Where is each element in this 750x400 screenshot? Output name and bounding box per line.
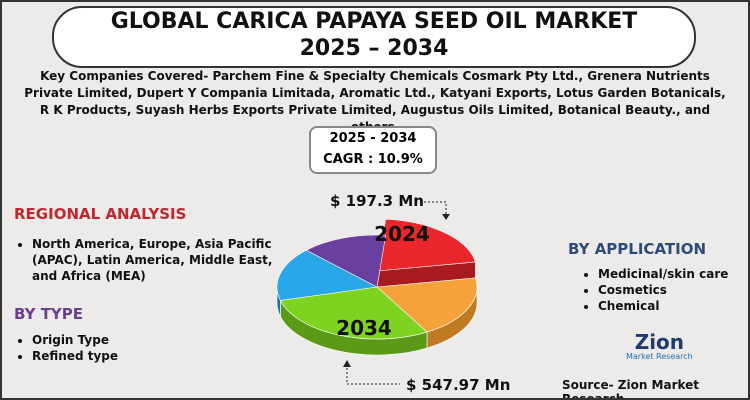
arrow-head bbox=[442, 214, 450, 220]
end-year: 2034 bbox=[336, 316, 392, 340]
start-year: 2024 bbox=[374, 222, 430, 246]
application-item: Cosmetics bbox=[598, 282, 728, 298]
type-heading: BY TYPE bbox=[14, 305, 84, 323]
logo-name: Zion bbox=[634, 330, 685, 354]
application-item: Chemical bbox=[598, 298, 728, 314]
cagr-period: 2025 - 2034 bbox=[329, 131, 417, 146]
end-value: $ 547.97 Mn bbox=[406, 376, 511, 394]
cagr-value: CAGR : 10.9% bbox=[323, 152, 423, 167]
pie-slice bbox=[376, 277, 478, 333]
regional-heading: REGIONAL ANALYSIS bbox=[14, 205, 187, 223]
application-list: Medicinal/skin care Cosmetics Chemical bbox=[570, 266, 728, 314]
companies: Key Companies Covered- Parchem Fine & Sp… bbox=[24, 69, 726, 134]
application-item: Medicinal/skin care bbox=[598, 266, 728, 282]
arrow bbox=[420, 201, 447, 217]
source: Source- Zion Market Research bbox=[562, 378, 700, 400]
pie-slice bbox=[376, 218, 476, 272]
type-list: Origin Type Refined type bbox=[4, 332, 118, 364]
start-value: $ 197.3 Mn bbox=[330, 192, 424, 210]
title-years: 2025 – 2034 bbox=[299, 36, 449, 61]
pie-slice bbox=[305, 234, 387, 288]
logo-sub: Market Research bbox=[626, 352, 693, 361]
regional-list: North America, Europe, Asia Pacific (APA… bbox=[4, 236, 282, 284]
arrow bbox=[346, 364, 400, 385]
type-item: Origin Type bbox=[32, 332, 118, 348]
pie-slice bbox=[279, 286, 428, 340]
cagr-box: 2025 - 2034 CAGR : 10.9% bbox=[309, 126, 437, 174]
logo: Zion Market Research bbox=[626, 332, 693, 361]
title-box: GLOBAL CARICA PAPAYA SEED OIL MARKET 202… bbox=[52, 6, 696, 68]
title: GLOBAL CARICA PAPAYA SEED OIL MARKET bbox=[110, 9, 638, 34]
application-heading: BY APPLICATION bbox=[568, 240, 707, 258]
type-item: Refined type bbox=[32, 348, 118, 364]
arrow-head bbox=[343, 360, 351, 367]
regional-item: North America, Europe, Asia Pacific (APA… bbox=[32, 236, 282, 284]
pie-slice bbox=[276, 249, 378, 301]
